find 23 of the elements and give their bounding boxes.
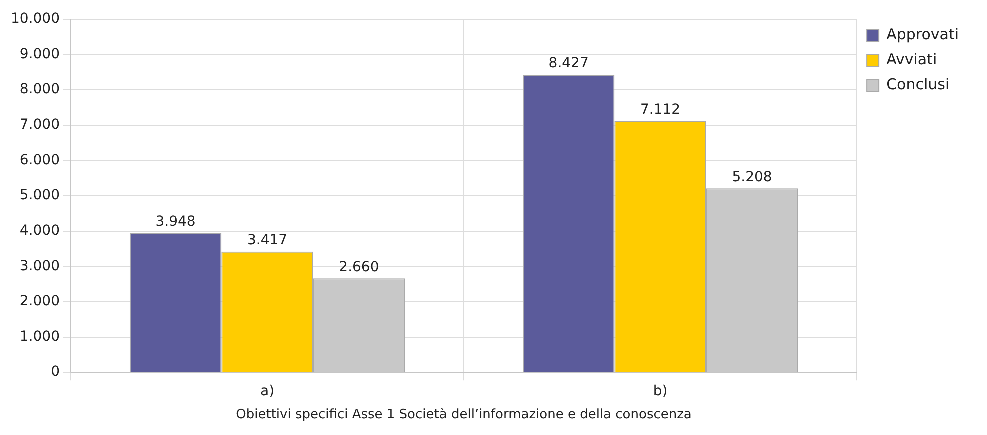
data-label: 7.112 bbox=[640, 102, 681, 118]
data-label: 5.208 bbox=[732, 169, 772, 186]
y-tick-label: 2.000 bbox=[20, 294, 60, 310]
y-tick-label: 5.000 bbox=[20, 188, 60, 204]
data-label: 2.660 bbox=[339, 259, 380, 276]
data-label: 8.427 bbox=[548, 56, 589, 72]
legend-label: Approvati bbox=[886, 25, 959, 44]
legend-label: Conclusi bbox=[886, 75, 950, 94]
data-label: 3.417 bbox=[247, 232, 288, 249]
y-tick-label: 0 bbox=[51, 364, 60, 380]
y-tick-label: 9.000 bbox=[20, 46, 60, 62]
x-tick-label: a) bbox=[260, 384, 275, 400]
y-tick-label: 6.000 bbox=[20, 152, 60, 168]
y-tick-label: 8.000 bbox=[20, 82, 60, 98]
y-tick-label: 1.000 bbox=[20, 328, 60, 345]
y-tick-label: 10.000 bbox=[10, 11, 60, 28]
y-tick-label: 4.000 bbox=[20, 222, 60, 239]
y-tick-label: 7.000 bbox=[20, 117, 60, 133]
x-axis-title: Obiettivi specifici Asse 1 Società dell’informazione e della conoscenza bbox=[236, 408, 692, 423]
legend-label: Avviati bbox=[886, 50, 938, 68]
y-tick-label: 3.000 bbox=[20, 258, 60, 274]
x-tick-label: b) bbox=[653, 384, 668, 400]
data-label: 3.948 bbox=[156, 214, 196, 230]
